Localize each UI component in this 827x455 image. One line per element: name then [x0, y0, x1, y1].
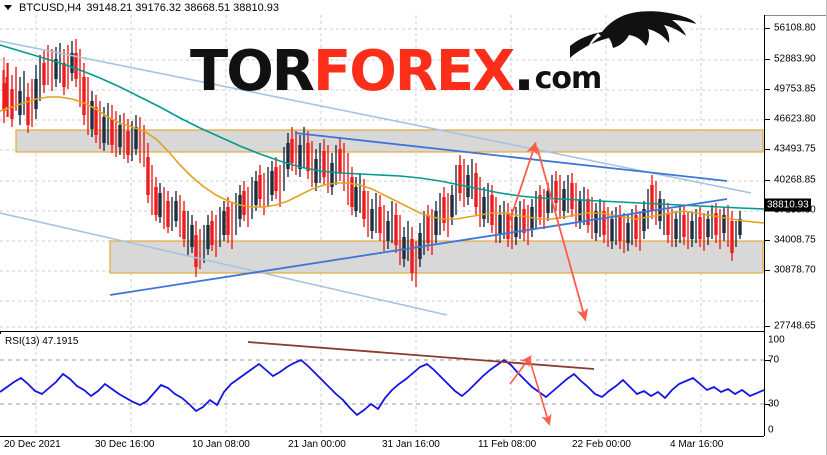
panel-divider-upper	[0, 331, 764, 332]
rsi-tick-label: 0	[768, 424, 774, 436]
ohlc-candles	[2, 39, 742, 287]
price-tick-label: 30878.70	[774, 264, 816, 276]
rsi-indicator-label: RSI(13) 47.1915	[5, 336, 79, 347]
rsi-line	[0, 358, 764, 417]
time-tick-label: 30 Dec 16:00	[95, 439, 155, 450]
price-axis-divider	[764, 15, 765, 436]
price-tick-label: 52883.90	[774, 53, 816, 65]
rsi-axis[interactable]: 100 70 30 0	[764, 334, 827, 436]
time-axis[interactable]: 20 Dec 2021 30 Dec 16:00 10 Jan 08:00 21…	[0, 438, 764, 455]
rsi-descending-trendline	[247, 341, 595, 370]
price-chart-panel[interactable]	[0, 15, 764, 331]
chart-header: BTCUSD,H4 39148.21 39176.32 38668.51 388…	[0, 0, 827, 15]
rsi-forecast-arrow-up	[509, 355, 532, 385]
ma-fast-orange-line	[0, 96, 764, 224]
symbol-label: BTCUSD,H4	[19, 1, 82, 14]
price-tick-label: 34008.75	[774, 234, 816, 246]
price-chart-svg	[0, 15, 764, 331]
ascending-support-blue	[109, 198, 728, 296]
time-tick-label: 4 Mar 16:00	[670, 439, 724, 450]
price-tick-label: 40268.85	[774, 174, 816, 186]
rsi-gridlines	[35, 334, 702, 436]
price-tick-label: 27748.65	[774, 320, 816, 332]
ohlc-quotes: 39148.21 39176.32 38668.51 38810.93	[86, 1, 280, 14]
time-tick-label: 22 Feb 00:00	[572, 439, 631, 450]
forecast-arrow-down	[536, 146, 588, 322]
time-tick-label: 10 Jan 08:00	[192, 439, 250, 450]
descending-resistance-blue	[294, 132, 728, 182]
price-tick-label: 56108.80	[774, 22, 816, 34]
price-tick-label: 46623.80	[774, 113, 816, 125]
time-tick-label: 20 Dec 2021	[4, 439, 61, 450]
chevron-down-icon[interactable]	[4, 5, 12, 10]
upper-resistance-zone	[15, 129, 764, 153]
price-axis[interactable]: 56108.80 52883.90 49753.85 46623.80 4349…	[764, 15, 827, 332]
time-tick-label: 21 Jan 00:00	[288, 439, 346, 450]
time-tick-label: 31 Jan 16:00	[382, 439, 440, 450]
price-tick-label: 49753.85	[774, 83, 816, 95]
rsi-tick-label: 30	[768, 398, 780, 410]
ma-slow-teal-line	[0, 44, 764, 210]
rsi-tick-label: 70	[768, 354, 780, 366]
rsi-tick-label: 100	[768, 334, 785, 346]
ascending-support-lightblue	[0, 212, 448, 316]
time-tick-label: 11 Feb 08:00	[478, 439, 537, 450]
rsi-forecast-arrow-down	[529, 360, 552, 426]
forecast-arrow-up	[509, 141, 538, 221]
rsi-indicator-panel[interactable]	[0, 334, 764, 436]
rsi-chart-svg	[0, 334, 764, 436]
chart-frame-bottom	[0, 436, 764, 437]
current-price-tag: 38810.93	[765, 198, 811, 212]
descending-resistance-lightblue	[0, 40, 752, 194]
rsi-level-lines	[0, 359, 764, 405]
price-tick-label: 43493.75	[774, 143, 816, 155]
